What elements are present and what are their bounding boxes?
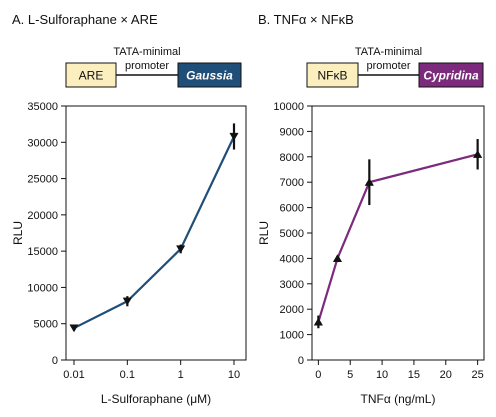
chart-b: 0100020003000400050006000700080009000100… — [257, 101, 485, 406]
chart-a-y-tick-label: 15000 — [27, 246, 58, 258]
chart-b-data-point — [364, 177, 374, 186]
panel-a-title: A. L-Sulforaphane × ARE — [12, 12, 158, 27]
chart-b-data-point — [472, 149, 483, 158]
chart-b-x-tick-label: 10 — [376, 369, 388, 381]
panel-a-element-box — [65, 62, 117, 88]
chart-a-x-tick-label: 0.01 — [63, 369, 84, 381]
chart-b-x-tick-label: 5 — [347, 369, 353, 381]
chart-b-y-tick-label: 1000 — [280, 330, 304, 342]
chart-a-data-point — [229, 132, 239, 141]
chart-b-data-point — [313, 317, 324, 326]
chart-b-x-tick-label: 20 — [440, 369, 452, 381]
panel-b-title: B. TNFα × NFκB — [258, 12, 354, 27]
panel-b-element-label: NFκB — [318, 69, 348, 83]
panel-a-construct: ARE TATA-minimal promoter Gaussia — [65, 46, 242, 88]
panel-a-reporter-label: Gaussia — [186, 69, 233, 83]
chart-a-y-tick-label: 20000 — [27, 210, 58, 222]
panel-a-promoter-label-line2: promoter — [125, 60, 169, 72]
chart-a: 0 5000 10000 15000 20000 25000 30000 35000 0.01 0… — [11, 101, 247, 406]
chart-a-x-tick-label: 0.1 — [120, 369, 135, 381]
panel-b-reporter-label: Cypridina — [423, 69, 479, 83]
chart-b-y-tick-label: 5000 — [280, 228, 304, 240]
chart-a-y-tick-label: 30000 — [27, 137, 58, 149]
chart-a-data-point — [69, 324, 79, 333]
panel-a-reporter-box — [177, 62, 242, 88]
chart-b-y-tick-label: 10000 — [273, 101, 304, 113]
panel-a-promoter-label-line1: TATA-minimal — [113, 46, 180, 58]
chart-b-y-tick-label: 4000 — [280, 253, 304, 265]
chart-b-x-tick-label: 0 — [315, 369, 321, 381]
chart-b-y-tick-label: 3000 — [280, 279, 304, 291]
chart-b-y-tick-label: 8000 — [280, 152, 304, 164]
chart-b-y-axis-label: RLU — [257, 221, 271, 245]
chart-a-y-tick-label: 35000 — [27, 101, 58, 113]
chart-a-x-tick-label: 1 — [178, 369, 184, 381]
chart-b-plot-frame — [311, 105, 485, 361]
panel-b-element-box — [306, 62, 359, 88]
chart-b-x-axis-label: TNFα (ng/mL) — [361, 392, 436, 406]
chart-b-y-tick-label: 0 — [298, 355, 304, 367]
chart-a-y-tick-label: 10000 — [27, 282, 58, 294]
chart-b-y-tick-label: 7000 — [280, 177, 304, 189]
chart-b-data-point — [332, 254, 343, 263]
chart-a-y-tick-label: 5000 — [34, 319, 58, 331]
chart-a-y-tick-label: 0 — [52, 355, 58, 367]
chart-a-x-axis-label: L-Sulforaphane (μM) — [101, 392, 211, 406]
chart-a-data-point — [122, 297, 132, 306]
chart-a-data-point — [176, 245, 186, 254]
panel-b-construct: NFκB TATA-minimal promoter Cypridina — [306, 46, 484, 88]
chart-a-y-tick-label: 25000 — [27, 174, 58, 186]
panel-a-element-label: ARE — [79, 69, 104, 83]
chart-b-series-line — [317, 153, 478, 323]
chart-a-series-line — [73, 136, 235, 330]
panel-b-promoter-label-line2: promoter — [366, 60, 410, 72]
chart-b-y-tick-label: 9000 — [280, 126, 304, 138]
chart-b-y-tick-label: 6000 — [280, 203, 304, 215]
chart-a-y-axis-label: RLU — [11, 221, 25, 245]
panel-b-promoter-label-line1: TATA-minimal — [355, 46, 422, 58]
chart-b-x-tick-label: 25 — [472, 369, 484, 381]
chart-a-plot-frame — [65, 105, 247, 361]
chart-a-x-tick-label: 10 — [228, 369, 240, 381]
panel-b-reporter-box — [418, 62, 484, 88]
chart-b-x-tick-label: 15 — [408, 369, 420, 381]
chart-b-y-tick-label: 2000 — [280, 304, 304, 316]
